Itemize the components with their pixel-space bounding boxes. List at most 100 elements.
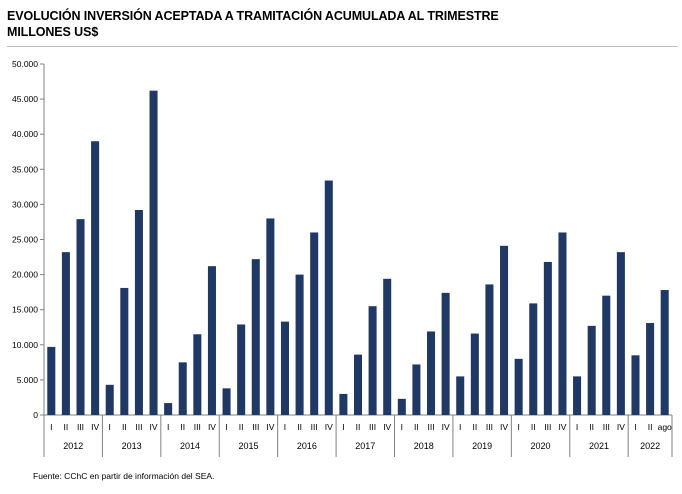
y-tick-label: 35.000 [12, 164, 38, 174]
x-quarter-label: IV [325, 422, 333, 432]
y-tick-label: 45.000 [12, 94, 38, 104]
bar [295, 274, 304, 415]
bar [324, 180, 333, 415]
x-quarter-label: III [603, 422, 610, 432]
bar [616, 252, 625, 415]
x-quarter-label: III [135, 422, 142, 432]
x-quarter-label: II [64, 422, 69, 432]
y-tick-label: 15.000 [12, 305, 38, 315]
bar [164, 403, 173, 415]
x-quarter-label: I [634, 422, 636, 432]
x-quarter-label: III [486, 422, 493, 432]
x-quarter-label: II [356, 422, 361, 432]
bar [47, 346, 56, 415]
bar [660, 290, 669, 415]
x-quarter-label: III [311, 422, 318, 432]
bar [105, 384, 114, 415]
x-quarter-label: I [50, 422, 52, 432]
bar [573, 376, 582, 415]
x-year-label: 2019 [472, 441, 492, 451]
bar [310, 232, 319, 415]
x-quarter-label: I [517, 422, 519, 432]
y-tick-label: 0 [33, 410, 38, 420]
chart-title: EVOLUCIÓN INVERSIÓN ACEPTADA A TRAMITACI… [7, 8, 499, 40]
x-year-label: 2012 [63, 441, 83, 451]
x-quarter-label: II [297, 422, 302, 432]
x-year-label: 2017 [355, 441, 375, 451]
bar [514, 358, 523, 415]
bar [280, 321, 289, 415]
title-divider [7, 46, 678, 47]
bar [397, 398, 406, 415]
x-quarter-label: II [531, 422, 536, 432]
bar [646, 323, 655, 415]
x-year-label: 2015 [238, 441, 258, 451]
bar [368, 306, 377, 415]
x-quarter-label: III [427, 422, 434, 432]
bar [251, 259, 260, 415]
bar [558, 232, 567, 415]
x-year-label: 2014 [180, 441, 200, 451]
bar [134, 210, 143, 415]
x-quarter-label: IV [208, 422, 216, 432]
bar [76, 219, 85, 415]
bar [91, 141, 100, 415]
x-year-label: 2021 [589, 441, 609, 451]
bar [441, 292, 450, 415]
y-tick-label: 25.000 [12, 235, 38, 245]
x-quarter-label: III [369, 422, 376, 432]
chart-title-line1: EVOLUCIÓN INVERSIÓN ACEPTADA A TRAMITACI… [7, 9, 499, 23]
x-quarter-label: IV [266, 422, 274, 432]
bar [237, 324, 246, 415]
x-quarter-label: IV [558, 422, 566, 432]
bar [543, 261, 552, 415]
x-quarter-label: II [414, 422, 419, 432]
x-quarter-label: IV [383, 422, 391, 432]
x-quarter-label: II [648, 422, 653, 432]
x-quarter-label: IV [442, 422, 450, 432]
bar [602, 295, 611, 415]
x-quarter-label: III [252, 422, 259, 432]
bar [631, 355, 640, 415]
x-quarter-label: II [122, 422, 127, 432]
x-quarter-label: II [180, 422, 185, 432]
bar [178, 362, 187, 415]
bar [412, 364, 421, 415]
bar [149, 90, 158, 416]
bar [61, 252, 70, 415]
y-tick-label: 40.000 [12, 129, 38, 139]
x-quarter-label: IV [617, 422, 625, 432]
y-tick-label: 50.000 [12, 59, 38, 69]
bar [427, 331, 436, 415]
bar [500, 245, 509, 415]
y-tick-label: 10.000 [12, 340, 38, 350]
x-quarter-label: I [342, 422, 344, 432]
bar [587, 325, 596, 415]
bar [207, 266, 216, 415]
x-year-label: 2018 [414, 441, 434, 451]
bar [339, 393, 348, 415]
bar [529, 303, 538, 415]
x-quarter-label: II [239, 422, 244, 432]
bar [193, 334, 202, 415]
x-quarter-label: I [459, 422, 461, 432]
x-quarter-label: III [77, 422, 84, 432]
y-tick-label: 30.000 [12, 199, 38, 209]
x-year-label: 2022 [640, 441, 660, 451]
x-quarter-label: ago [658, 422, 672, 432]
x-quarter-label: I [225, 422, 227, 432]
x-quarter-label: IV [500, 422, 508, 432]
x-quarter-label: II [472, 422, 477, 432]
x-year-label: 2016 [297, 441, 317, 451]
x-year-label: 2020 [531, 441, 551, 451]
bar [222, 388, 231, 415]
x-quarter-label: II [589, 422, 594, 432]
bar [456, 376, 465, 415]
bar [485, 284, 494, 415]
bar [470, 333, 479, 415]
x-quarter-label: III [544, 422, 551, 432]
bar [353, 354, 363, 415]
x-quarter-label: III [194, 422, 201, 432]
bar [266, 218, 275, 415]
